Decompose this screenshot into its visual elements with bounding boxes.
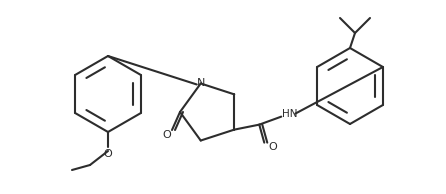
Text: O: O — [163, 130, 171, 140]
Text: HN: HN — [281, 109, 297, 119]
Text: O: O — [103, 149, 112, 159]
Text: N: N — [197, 78, 205, 88]
Text: O: O — [268, 142, 277, 152]
